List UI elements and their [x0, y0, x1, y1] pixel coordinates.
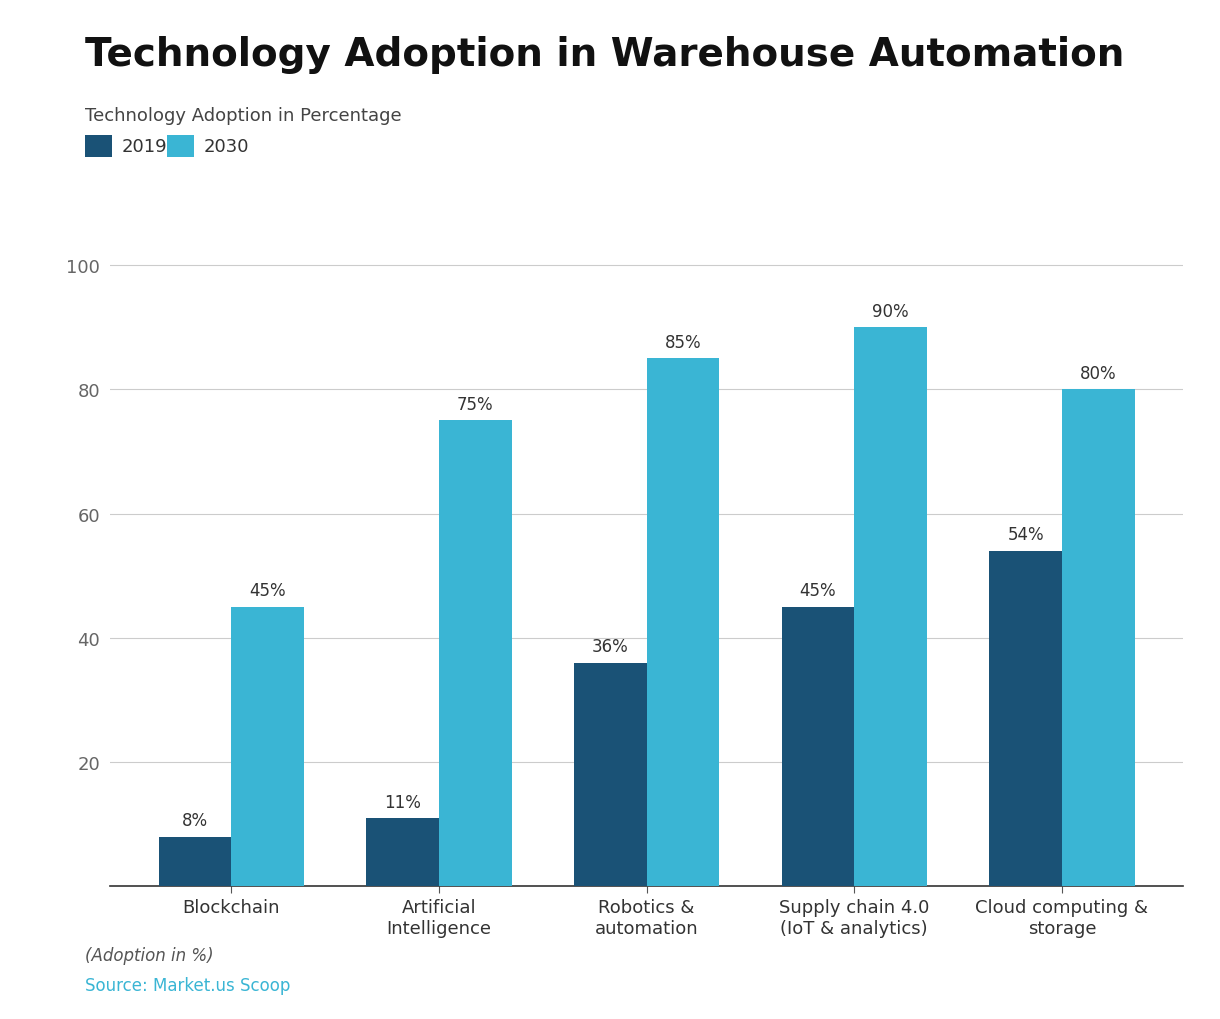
Text: 85%: 85% — [665, 333, 702, 352]
Text: 45%: 45% — [799, 582, 836, 600]
Bar — [232, 607, 304, 887]
Text: 80%: 80% — [1080, 365, 1116, 382]
Text: 75%: 75% — [458, 395, 494, 414]
Bar — [854, 328, 927, 887]
Text: 36%: 36% — [592, 638, 628, 655]
Bar — [366, 818, 439, 887]
Bar — [573, 663, 647, 887]
Text: 90%: 90% — [872, 303, 909, 321]
Bar — [159, 837, 232, 887]
Text: Technology Adoption in Percentage: Technology Adoption in Percentage — [85, 107, 403, 125]
Text: 8%: 8% — [182, 811, 207, 829]
Text: Source: Market.us Scoop: Source: Market.us Scoop — [85, 976, 290, 995]
Text: 2019: 2019 — [122, 138, 167, 156]
Bar — [989, 551, 1061, 887]
Bar — [782, 607, 854, 887]
Text: 54%: 54% — [1008, 526, 1044, 544]
Bar — [647, 359, 720, 887]
Text: 45%: 45% — [249, 582, 285, 600]
Text: (Adoption in %): (Adoption in %) — [85, 946, 213, 964]
Text: Technology Adoption in Warehouse Automation: Technology Adoption in Warehouse Automat… — [85, 36, 1125, 73]
Bar — [1061, 390, 1135, 887]
Bar — [439, 421, 511, 887]
Text: 11%: 11% — [384, 793, 421, 811]
Text: 2030: 2030 — [204, 138, 249, 156]
